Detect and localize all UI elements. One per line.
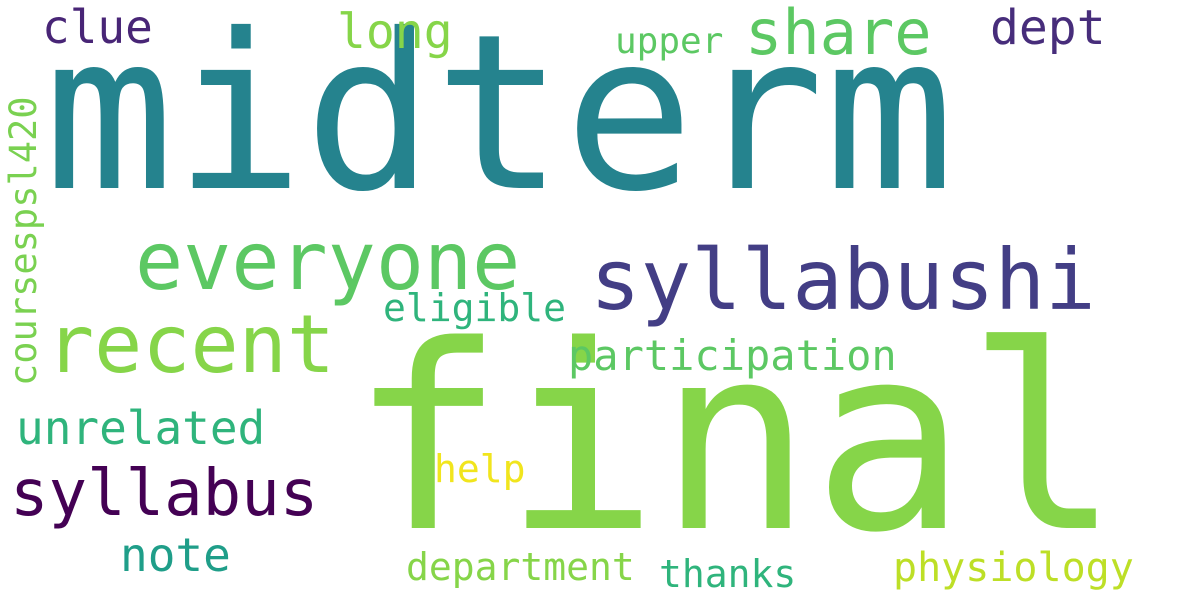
word-recent: recent [46,298,335,391]
word-upper: upper [615,21,724,62]
word-unrelated: unrelated [16,401,266,455]
word-participation: participation [568,331,897,380]
word-note: note [120,528,231,582]
word-share: share [745,0,932,69]
word-eligible: eligible [383,286,567,330]
word-syllabushi: syllabushi [590,231,1096,329]
word-clue: clue [42,0,153,54]
word-assignments: assignments [1135,590,1200,600]
word-department: department [406,545,635,589]
word-coursespsl420: coursespsl420 [2,96,45,386]
word-long: long [337,4,453,60]
word-thanks: thanks [659,552,797,596]
word-final: final [350,291,1121,589]
word-everyone: everyone [135,215,521,308]
word-syllabus: syllabus [10,457,319,531]
word-physiology: physiology [893,545,1134,591]
word-help: help [434,447,526,491]
word-midterm: midterm [44,0,955,239]
word-dept: dept [990,0,1106,56]
